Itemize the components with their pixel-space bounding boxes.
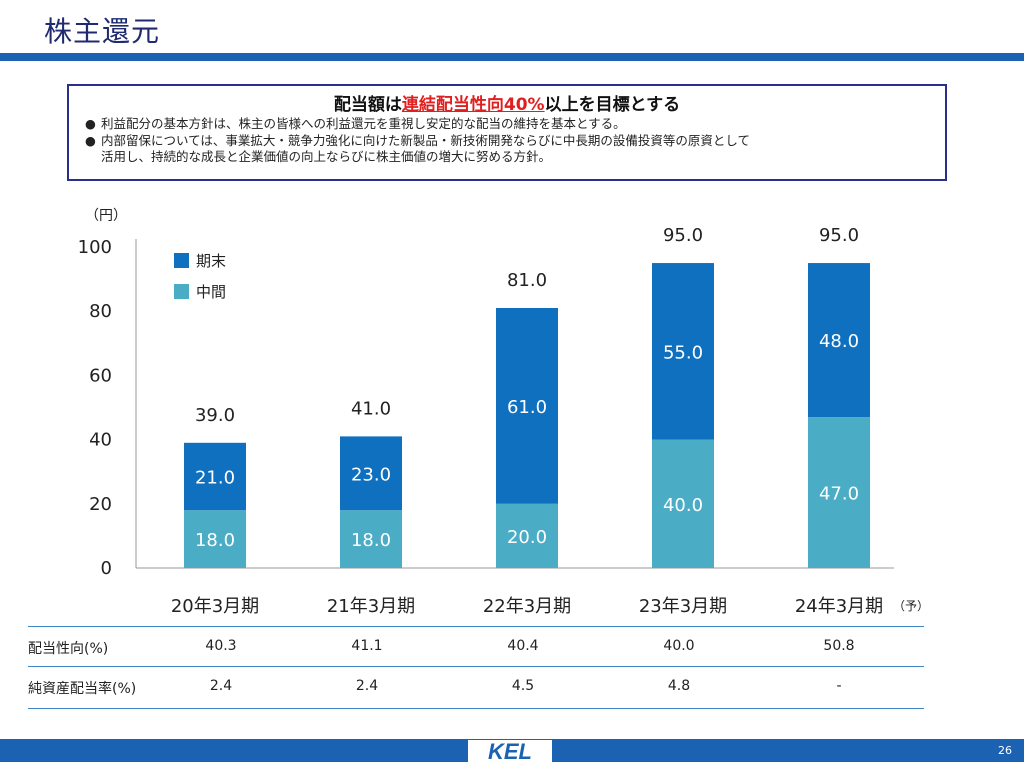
x-tick-label: 23年3月期 — [639, 596, 727, 617]
y-tick-label: 80 — [89, 301, 112, 322]
page-number: 26 — [998, 744, 1012, 757]
bar-segment-期末 — [652, 263, 714, 440]
x-tick-label: 20年3月期 — [171, 596, 259, 617]
table-cell: 4.5 — [511, 678, 535, 694]
y-unit-label: （円） — [85, 208, 127, 224]
bar-segment-期末 — [184, 442, 246, 511]
data-label: 61.0 — [507, 397, 547, 418]
policy-bullet-text: 内部留保については、事業拡大・競争力強化に向けた新製品・新技術開発ならびに中長期… — [101, 132, 751, 148]
table-row: 配当性向(%) 40.3 41.1 40.4 40.0 50.8 — [28, 628, 924, 668]
table-cell: 4.8 — [667, 678, 691, 694]
legend-label: 中間 — [196, 283, 226, 301]
policy-bullet-text: 活用し、持続的な成長と企業価値の向上ならびに株主価値の増大に努める方針。 — [101, 149, 552, 164]
page-title: 株主還元 — [44, 15, 161, 48]
legend-swatch-中間 — [174, 284, 189, 299]
y-tick-label: 20 — [89, 494, 112, 515]
data-label: 23.0 — [351, 464, 391, 485]
table-row: 純資産配当率(%) 2.4 2.4 4.5 4.8 - — [28, 668, 924, 708]
table-cell: 2.4 — [209, 678, 233, 694]
table-row-label: 配当性向(%) — [28, 641, 109, 657]
data-label: 55.0 — [663, 342, 703, 363]
bar-segment-中間 — [340, 510, 402, 568]
table-cell: 50.8 — [823, 638, 855, 654]
table-cell: - — [836, 678, 842, 694]
y-tick-label: 60 — [89, 365, 112, 386]
table-cell: 40.0 — [663, 638, 695, 654]
total-label: 95.0 — [819, 225, 859, 246]
legend-label: 期末 — [196, 252, 226, 270]
bar-segment-中間 — [496, 503, 558, 568]
x-tick-label: 22年3月期 — [483, 596, 571, 617]
table-cell: 40.3 — [205, 638, 237, 654]
bar-segment-期末 — [340, 436, 402, 511]
table-row-label: 純資産配当率(%) — [28, 681, 137, 697]
data-label: 40.0 — [663, 495, 703, 516]
table-cell: 40.4 — [507, 638, 539, 654]
dividend-stacked-bar-chart: （円） 0 20 40 60 80 100 18.0 21.0 39.0 20年3月期 18.0 23.… — [78, 208, 929, 617]
table-rule — [28, 626, 924, 627]
bullet-icon: ● — [85, 116, 96, 131]
logo-text: KEL — [488, 740, 532, 762]
table-cell: 2.4 — [355, 678, 379, 694]
total-label: 81.0 — [507, 270, 547, 291]
y-tick-label: 0 — [101, 558, 112, 579]
bar-segment-期末 — [496, 307, 558, 504]
policy-bullet-text: 利益配分の基本方針は、株主の皆様への利益還元を重視し安定的な配当の維持を基本とす… — [101, 116, 626, 131]
table-rule — [28, 708, 924, 709]
x-tick-label: 21年3月期 — [327, 596, 415, 617]
data-label: 48.0 — [819, 331, 859, 352]
table-cell: 41.1 — [351, 638, 383, 654]
total-label: 95.0 — [663, 225, 703, 246]
bar-segment-中間 — [184, 510, 246, 568]
title-rule — [0, 53, 1024, 61]
bar-segment-中間 — [652, 439, 714, 568]
dividend-chart: （円） 0 20 40 60 80 100 18.0 21.0 39.0 20年3月期 18.0 23.… — [0, 190, 1024, 620]
kel-logo: KEL — [468, 740, 552, 762]
policy-bullet: ● 利益配分の基本方針は、株主の皆様への利益還元を重視し安定的な配当の維持を基本… — [85, 116, 935, 133]
dividend-policy-box: 配当額は連結配当性向40%以上を目標とする ● 利益配分の基本方針は、株主の皆様… — [67, 84, 947, 181]
policy-headline-prefix: 配当額は — [333, 95, 402, 115]
data-label: 47.0 — [819, 484, 859, 505]
total-label: 39.0 — [195, 405, 235, 426]
table-rule — [28, 666, 924, 667]
bullet-icon: ● — [85, 132, 96, 148]
policy-bullet-list: ● 利益配分の基本方針は、株主の皆様への利益還元を重視し安定的な配当の維持を基本… — [85, 116, 935, 166]
policy-headline: 配当額は連結配当性向40%以上を目標とする — [69, 90, 945, 115]
y-tick-label: 40 — [89, 430, 112, 451]
data-label: 18.0 — [351, 530, 391, 551]
bar-segment-期末 — [808, 263, 870, 418]
y-tick-label: 100 — [78, 237, 112, 258]
data-label: 21.0 — [195, 468, 235, 489]
data-label: 18.0 — [195, 530, 235, 551]
legend-swatch-期末 — [174, 253, 189, 268]
x-tick-label: 24年3月期 — [795, 596, 883, 617]
policy-headline-highlight: 連結配当性向40% — [401, 95, 545, 115]
policy-bullet: ● 内部留保については、事業拡大・競争力強化に向けた新製品・新技術開発ならびに中… — [85, 133, 935, 166]
data-label: 20.0 — [507, 527, 547, 548]
bar-segment-中間 — [808, 417, 870, 568]
x-tick-suffix: （予） — [893, 599, 929, 613]
policy-headline-suffix: 以上を目標とする — [544, 95, 681, 115]
total-label: 41.0 — [351, 398, 391, 419]
